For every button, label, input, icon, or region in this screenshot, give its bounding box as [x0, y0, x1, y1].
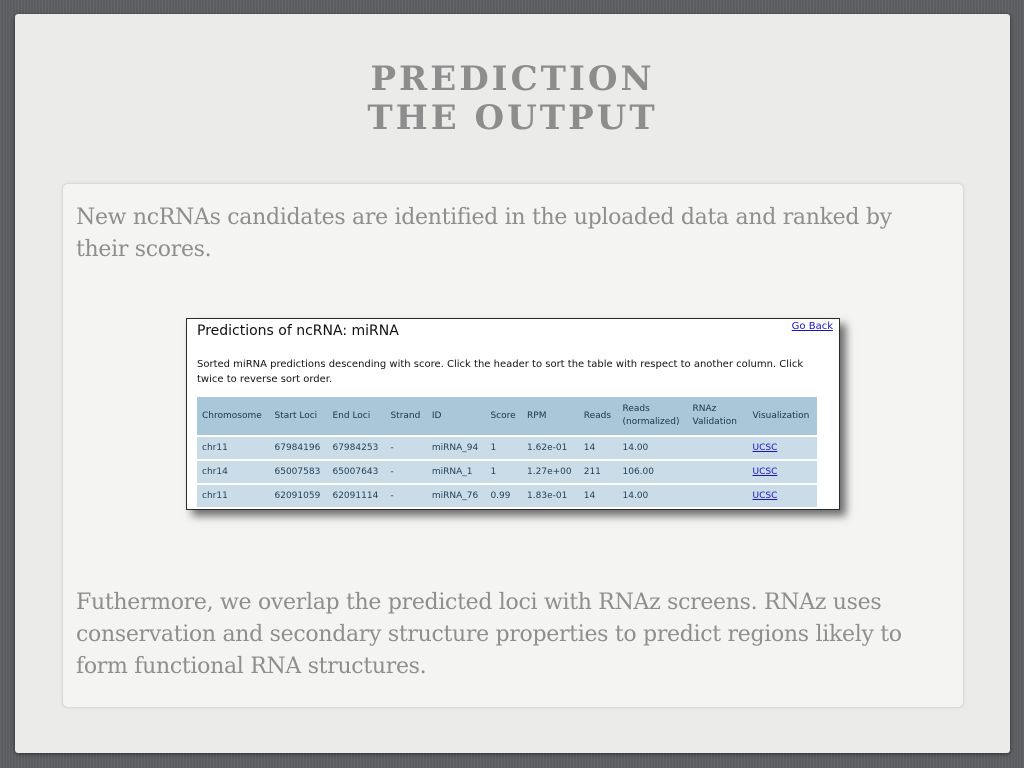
cell-chromosome: chr14	[197, 461, 270, 483]
ucsc-link[interactable]: UCSC	[752, 467, 778, 477]
column-header-rpm[interactable]: RPM	[522, 397, 579, 435]
predictions-table: Chromosome Start Loci End Loci Strand ID…	[197, 395, 817, 509]
cell-strand: -	[385, 485, 427, 507]
table-row: chr14 65007583 65007643 - miRNA_1 1 1.27…	[197, 461, 817, 483]
cell-id: miRNA_76	[426, 485, 486, 507]
cell-id: miRNA_1	[426, 461, 486, 483]
cell-strand: -	[385, 437, 427, 459]
cell-end-loci: 67984253	[327, 437, 386, 459]
cell-id: miRNA_94	[426, 437, 486, 459]
ucsc-link[interactable]: UCSC	[752, 443, 778, 453]
column-header-start-loci[interactable]: Start Loci	[269, 397, 328, 435]
rnaz-paragraph: Futhermore, we overlap the predicted loc…	[76, 590, 902, 679]
cell-chromosome: chr11	[197, 485, 270, 507]
slide: PREDICTION THE OUTPUT New ncRNAs candida…	[15, 14, 1010, 753]
column-header-id[interactable]: ID	[426, 397, 486, 435]
intro-paragraph: New ncRNAs candidates are identified in …	[76, 205, 892, 262]
cell-end-loci: 62091114	[327, 485, 386, 507]
cell-score: 1	[485, 437, 523, 459]
cell-visualization: UCSC	[747, 461, 817, 483]
cell-reads-normalized: 14.00	[617, 437, 688, 459]
cell-reads-normalized: 106.00	[617, 461, 688, 483]
cell-rpm: 1.62e-01	[522, 437, 579, 459]
column-header-end-loci[interactable]: End Loci	[327, 397, 386, 435]
cell-start-loci: 67984196	[269, 437, 328, 459]
cell-visualization: UCSC	[747, 485, 817, 507]
cell-reads: 14	[578, 485, 618, 507]
cell-start-loci: 65007583	[269, 461, 328, 483]
content-box: New ncRNAs candidates are identified in …	[62, 183, 964, 708]
cell-rnaz-validation	[687, 437, 748, 459]
ucsc-link[interactable]: UCSC	[752, 491, 778, 501]
cell-reads-normalized: 14.00	[617, 485, 688, 507]
cell-strand: -	[385, 461, 427, 483]
cell-reads: 14	[578, 437, 618, 459]
column-header-visualization[interactable]: Visualization	[747, 397, 817, 435]
cell-rpm: 1.83e-01	[522, 485, 579, 507]
slide-title: PREDICTION THE OUTPUT	[15, 60, 1010, 138]
column-header-rnaz-validation[interactable]: RNAz Validation	[687, 397, 748, 435]
table-row: chr11 67984196 67984253 - miRNA_94 1 1.6…	[197, 437, 817, 459]
panel-description: Sorted miRNA predictions descending with…	[197, 359, 804, 385]
panel-title: Predictions of ncRNA: miRNA	[197, 323, 399, 339]
column-header-reads[interactable]: Reads	[578, 397, 618, 435]
predictions-screenshot-panel: Predictions of ncRNA: miRNA Go Back Sort…	[186, 318, 840, 510]
column-header-strand[interactable]: Strand	[385, 397, 427, 435]
cell-reads: 211	[578, 461, 618, 483]
column-header-chromosome[interactable]: Chromosome	[197, 397, 270, 435]
cell-visualization: UCSC	[747, 437, 817, 459]
go-back-link[interactable]: Go Back	[791, 321, 833, 332]
cell-rnaz-validation	[687, 461, 748, 483]
slide-title-line-1: PREDICTION	[370, 59, 655, 99]
table-header-row: Chromosome Start Loci End Loci Strand ID…	[197, 397, 817, 435]
column-header-score[interactable]: Score	[485, 397, 523, 435]
cell-rnaz-validation	[687, 485, 748, 507]
cell-score: 0.99	[485, 485, 523, 507]
cell-chromosome: chr11	[197, 437, 270, 459]
cell-end-loci: 65007643	[327, 461, 386, 483]
table-row: chr11 62091059 62091114 - miRNA_76 0.99 …	[197, 485, 817, 507]
column-header-reads-normalized[interactable]: Reads (normalized)	[617, 397, 688, 435]
cell-rpm: 1.27e+00	[522, 461, 579, 483]
cell-start-loci: 62091059	[269, 485, 328, 507]
slide-title-line-2: THE OUTPUT	[367, 98, 658, 138]
cell-score: 1	[485, 461, 523, 483]
